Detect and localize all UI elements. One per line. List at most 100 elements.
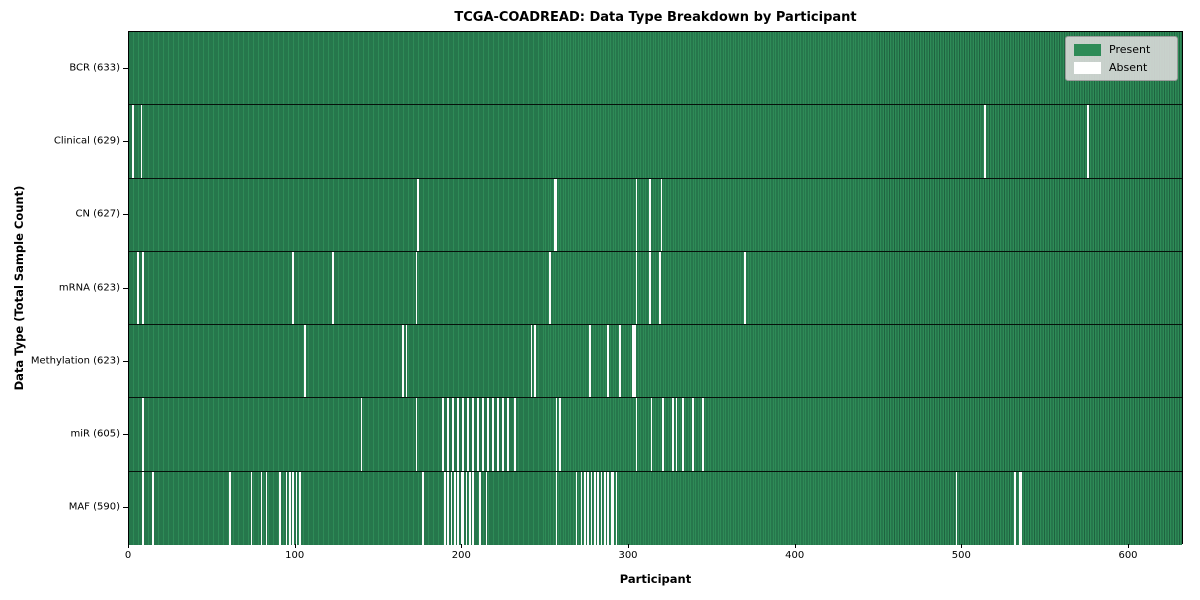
absent-stripe <box>454 471 456 545</box>
absent-stripe <box>600 471 603 545</box>
absent-stripe <box>514 398 516 471</box>
absent-stripe <box>332 251 335 325</box>
absent-stripe <box>597 471 600 545</box>
absent-stripe <box>682 398 685 471</box>
y-tick-label-BCR: BCR (633) <box>69 62 120 74</box>
absent-stripe <box>497 398 500 471</box>
plot-area <box>128 31 1183 545</box>
absent-stripe <box>555 471 558 545</box>
absent-stripe <box>604 471 606 545</box>
absent-stripe <box>415 398 418 471</box>
y-tick-label-miR: miR (605) <box>70 428 120 440</box>
absent-stripe <box>575 471 578 545</box>
absent-stripe <box>460 471 463 545</box>
x-tick-mark <box>794 544 796 548</box>
absent-stripe <box>659 251 661 325</box>
absent-stripe <box>559 398 561 471</box>
absent-stripe <box>415 251 418 325</box>
absent-stripe <box>457 471 460 545</box>
x-tick-mark <box>128 544 129 548</box>
absent-stripe <box>479 471 481 545</box>
absent-stripe <box>649 178 651 251</box>
absent-stripe <box>549 251 551 325</box>
absent-stripe <box>452 398 455 471</box>
absent-stripe <box>462 471 465 545</box>
absent-stripe <box>534 325 536 398</box>
x-tick-label-0: 0 <box>124 550 132 561</box>
absent-stripe <box>457 398 460 471</box>
chart-title: TCGA-COADREAD: Data Type Breakdown by Pa… <box>454 10 857 25</box>
y-axis-label: Data Type (Total Sample Count) <box>12 185 26 391</box>
absent-stripe <box>450 471 453 545</box>
absent-stripe <box>265 471 268 545</box>
absent-stripe <box>442 398 445 471</box>
absent-stripe <box>649 251 651 325</box>
absent-stripe <box>1020 471 1023 545</box>
absent-stripe <box>487 398 490 471</box>
absent-stripe <box>635 178 638 251</box>
y-tick-mark <box>123 67 128 69</box>
absent-stripe <box>467 398 470 471</box>
absent-stripe <box>1019 471 1021 545</box>
absent-stripe <box>744 251 746 325</box>
absent-stripe <box>292 251 295 325</box>
legend-swatch-absent-icon <box>1074 61 1101 74</box>
absent-stripe <box>632 325 635 398</box>
absent-stripe <box>142 398 145 471</box>
absent-stripe <box>132 105 135 178</box>
absent-stripe <box>635 251 638 325</box>
y-tick-label-MAF: MAF (590) <box>68 501 120 513</box>
y-tick-label-Clinical: Clinical (629) <box>53 135 120 147</box>
absent-stripe <box>590 471 593 545</box>
absent-stripe <box>295 471 298 545</box>
absent-stripe <box>299 471 301 545</box>
y-tick-mark <box>123 214 128 216</box>
absent-stripe <box>692 398 695 471</box>
absent-stripe <box>469 471 471 545</box>
absent-stripe <box>152 471 155 545</box>
absent-stripe <box>554 178 556 251</box>
absent-stripe <box>140 105 143 178</box>
absent-stripe <box>142 251 145 325</box>
heatmap-row-BCR <box>129 32 1182 106</box>
absent-stripe <box>555 178 558 251</box>
absent-stripe <box>472 471 475 545</box>
absent-stripe <box>142 471 145 545</box>
absent-stripe <box>417 178 420 251</box>
legend: Present Absent <box>1065 36 1178 81</box>
legend-item-present: Present <box>1074 43 1169 56</box>
x-tick-mark <box>1128 544 1129 548</box>
heatmap-row-MAF <box>129 471 1182 545</box>
x-axis-label: Participant <box>619 572 692 586</box>
y-tick-label-Methylation: Methylation (623) <box>30 355 120 367</box>
absent-stripe <box>555 398 558 471</box>
absent-stripe <box>660 178 663 251</box>
absent-stripe <box>465 471 468 545</box>
x-tick-label-600: 600 <box>1118 550 1138 561</box>
y-tick-mark <box>123 360 128 362</box>
absent-stripe <box>422 471 425 545</box>
x-tick-mark <box>461 544 463 548</box>
absent-stripe <box>229 471 231 545</box>
heatmap-row-Methylation <box>129 325 1182 399</box>
absent-stripe <box>1014 471 1016 545</box>
x-tick-label-500: 500 <box>951 550 971 561</box>
absent-stripe <box>289 471 291 545</box>
absent-stripe <box>304 325 306 398</box>
absent-stripe <box>594 471 596 545</box>
absent-stripe <box>662 398 665 471</box>
absent-stripe <box>615 471 618 545</box>
absent-stripe <box>612 471 615 545</box>
x-tick-label-200: 200 <box>451 550 471 561</box>
y-tick-mark <box>123 434 128 436</box>
absent-stripe <box>619 325 621 398</box>
legend-label-present: Present <box>1109 43 1151 56</box>
absent-stripe <box>530 325 533 398</box>
absent-stripe <box>285 471 288 545</box>
y-tick-mark <box>123 140 128 142</box>
absent-stripe <box>402 325 405 398</box>
legend-swatch-present-icon <box>1074 43 1101 56</box>
absent-stripe <box>650 398 653 471</box>
absent-stripe <box>675 398 678 471</box>
absent-stripe <box>1087 105 1090 178</box>
